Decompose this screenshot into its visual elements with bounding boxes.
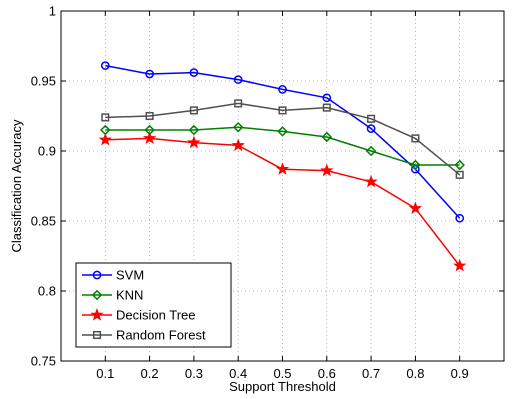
data-point-knn [365,145,377,157]
data-point-svm [278,85,287,94]
data-point-random-forest [322,103,331,112]
data-point-random-forest [367,114,376,123]
data-point-knn [321,131,333,143]
data-point-svm [322,93,332,103]
series-line-random-forest [105,102,461,176]
y-tick-label: 0.8 [38,284,56,299]
data-point-decision-tree [231,138,245,152]
data-point-random-forest [455,170,464,179]
data-point-decision-tree [364,174,378,188]
x-tick-label: 0.6 [318,366,336,381]
series-line-knn [105,126,460,166]
x-tick-label: 0.4 [229,366,247,381]
data-point-random-forest [145,111,154,121]
x-tick-label: 0.5 [273,366,291,381]
legend-label: KNN [116,288,143,303]
x-tick-label: 0.3 [185,366,203,381]
data-point-svm [366,124,376,133]
y-axis-label: Classification Accuracy [9,119,24,252]
legend-marker [90,308,104,321]
x-tick-label: 0.9 [451,366,469,381]
data-point-svm [145,69,154,79]
data-point-decision-tree [98,132,112,146]
data-point-knn [188,124,200,136]
data-point-knn [232,121,244,133]
x-tick-label: 0.7 [362,366,380,381]
data-point-svm [455,213,465,223]
data-point-random-forest [411,134,420,143]
x-axis-label: Support Threshold [229,379,336,394]
data-point-knn [410,159,421,171]
legend: SVM KNN Decision Tree Random Forest [75,262,232,348]
data-point-random-forest [189,106,198,115]
data-point-decision-tree [453,258,467,272]
series-line-svm [105,64,461,219]
data-point-decision-tree [408,201,423,215]
y-tick-label: 0.85 [31,214,56,229]
y-tick-label: 1 [49,4,56,19]
data-point-svm [189,68,199,77]
data-point-knn [277,126,288,137]
data-point-random-forest [101,113,110,122]
legend-label: Random Forest [116,328,206,343]
y-tick-label: 0.9 [38,144,56,159]
legend-marker [92,330,102,340]
data-point-decision-tree [142,131,157,145]
series-group [98,61,467,272]
x-tick-label: 0.8 [406,366,424,381]
axis-ticks: 0.1 0.2 0.3 0.4 0.5 0.6 0.7 0.8 0.9 0.75 0.8 0.85 0.… [31,4,504,381]
series-decision-tree [98,131,467,272]
x-tick-label: 0.1 [96,366,114,381]
series-svm [100,61,465,223]
data-point-knn [454,159,465,171]
legend-label: Decision Tree [116,308,195,323]
y-tick-label: 0.95 [31,74,56,89]
data-point-decision-tree [275,162,290,175]
data-point-svm [100,61,110,70]
data-point-random-forest [234,99,243,108]
legend-marker [91,289,103,301]
data-point-svm [233,75,243,84]
y-tick-label: 0.75 [31,354,56,369]
legend-marker [92,270,102,280]
x-tick-label: 0.2 [141,366,159,381]
legend-label: SVM [116,268,144,283]
data-point-random-forest [278,106,287,115]
data-point-decision-tree [320,163,334,177]
series-random-forest [101,99,464,179]
legend-box [75,262,232,348]
data-point-decision-tree [187,135,201,149]
